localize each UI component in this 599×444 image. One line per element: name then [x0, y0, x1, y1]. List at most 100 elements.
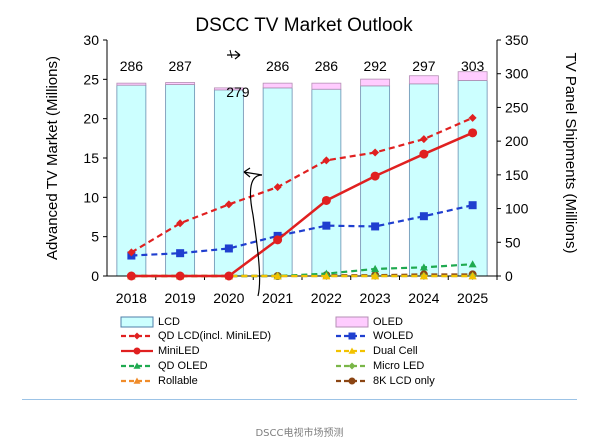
image-caption: DSCC电视市场预测 — [255, 428, 344, 439]
series-point-qd-lcd-incl-miniled — [127, 248, 136, 257]
y-axis-right-label: TV Panel Shipments (Millions) — [562, 53, 579, 254]
series-point-qd-lcd-incl-miniled — [176, 219, 185, 228]
bar-lcd — [165, 84, 196, 277]
x-tick-label: 2023 — [360, 290, 391, 306]
legend-marker — [133, 362, 141, 369]
legend-swatch — [336, 362, 368, 369]
legend-swatch — [335, 316, 369, 327]
legend-swatch — [121, 362, 153, 369]
legend-swatch — [336, 332, 368, 339]
series-point-qd-oled — [371, 264, 380, 273]
arrow-left-icon — [243, 167, 263, 178]
y-right-tick-label: 50 — [505, 234, 521, 250]
y-left-tick-label: 0 — [91, 268, 99, 284]
legend-item-miniled: MiniLED — [120, 343, 200, 358]
series-point-qd-lcd-incl-miniled — [419, 135, 428, 144]
legend-marker — [348, 332, 356, 339]
legend-label: Micro LED — [373, 359, 425, 372]
x-tick-label: 2020 — [213, 290, 244, 306]
y-right-tick-label: 150 — [505, 167, 529, 183]
bar-lcd — [116, 84, 147, 277]
series-point-woled — [468, 201, 477, 210]
legend-item-micro-led: Micro LED — [335, 358, 424, 373]
series-point-qd-lcd-incl-miniled — [322, 156, 331, 165]
arrow-right-icon — [227, 50, 241, 60]
bar-total-label: 286 — [266, 58, 290, 74]
x-tick-label: 2021 — [262, 290, 293, 306]
series-point-miniled — [273, 235, 283, 245]
legend-marker — [133, 347, 141, 354]
series-point-woled — [224, 244, 233, 253]
series-point-miniled — [468, 128, 478, 138]
legend-marker — [133, 377, 141, 384]
series-point-woled — [176, 249, 185, 258]
series-point-miniled — [126, 271, 136, 281]
legend-marker — [348, 362, 356, 369]
legend-label: QD LCD(incl. MiniLED) — [158, 329, 272, 342]
series-point-woled — [371, 222, 380, 231]
series-point-miniled — [175, 271, 185, 281]
y-left-tick-label: 5 — [91, 229, 99, 245]
series-point-miniled — [370, 171, 380, 181]
divider-line — [22, 399, 577, 400]
axis-annotation-arrows — [227, 49, 263, 297]
y-right-tick-label: 350 — [505, 32, 529, 48]
bar-oled — [262, 82, 293, 89]
y-right-tick-label: 100 — [505, 201, 529, 217]
bar-oled — [360, 78, 391, 87]
series-point-qd-lcd-incl-miniled — [371, 148, 380, 157]
legend-label: MiniLED — [158, 344, 200, 357]
legend-marker — [348, 377, 356, 384]
legend-item-oled: OLED — [335, 314, 403, 329]
legend-item-qd-lcd-incl-miniled: QD LCD(incl. MiniLED) — [120, 328, 271, 343]
legend-label: 8K LCD only — [373, 374, 435, 387]
series-point-woled — [322, 221, 331, 230]
legend-bar-swatch — [335, 316, 369, 327]
bar-total-label: 286 — [315, 58, 339, 74]
legend-swatch — [336, 377, 368, 384]
series-point-dual-cell — [322, 272, 331, 280]
x-tick-label: 2019 — [165, 290, 196, 306]
bar-total-label: 292 — [363, 58, 387, 74]
bar-oled — [165, 82, 196, 85]
bar-oled — [457, 71, 488, 81]
series-line-woled — [131, 204, 473, 257]
legend-item-8k-lcd-only: 8K LCD only — [335, 373, 435, 388]
legend-marker — [348, 347, 356, 354]
legend-item-woled: WOLED — [335, 328, 413, 343]
series-point-qd-oled — [419, 263, 428, 271]
chart: DSCC TV Market Outlook Advanced TV Market… — [44, 15, 579, 306]
series-point-dual-cell — [419, 272, 428, 280]
legend-label: LCD — [158, 315, 181, 328]
series-point-dual-cell — [468, 272, 477, 280]
legend-label: QD OLED — [158, 359, 208, 372]
y-right-tick-label: 300 — [505, 66, 529, 82]
y-axis-left-label: Advanced TV Market (Millions) — [44, 56, 61, 260]
series-point-miniled — [224, 271, 234, 281]
series-point-miniled — [321, 195, 331, 205]
series-line-miniled — [131, 131, 474, 278]
series-point-miniled — [419, 149, 429, 159]
series-point-qd-lcd-incl-miniled — [468, 113, 477, 122]
arrow-tail-icon — [229, 49, 233, 59]
x-tick-label: 2024 — [408, 290, 439, 306]
legend-item-qd-oled: QD OLED — [120, 358, 208, 373]
series-line-qd-lcd-incl-miniled — [130, 116, 474, 254]
legend-item-dual-cell: Dual Cell — [335, 343, 418, 358]
legend-bar-swatch — [120, 316, 154, 327]
y-left-tick-label: 10 — [83, 189, 99, 205]
x-tick-label: 2025 — [457, 290, 488, 306]
legend-swatch — [336, 347, 368, 354]
bar-total-label: 279 — [226, 84, 250, 100]
y-right-tick-label: 200 — [505, 133, 529, 149]
y-left-tick-label: 20 — [83, 111, 99, 127]
bar-oled — [213, 87, 244, 91]
legend-item-lcd: LCD — [120, 314, 180, 329]
series-point-dual-cell — [273, 272, 282, 280]
bar-oled — [311, 82, 342, 90]
series-point-woled — [419, 212, 428, 221]
legend-label: Rollable — [158, 374, 198, 387]
legend-swatch — [121, 347, 153, 354]
legend-swatch — [121, 332, 153, 339]
y-right-tick-label: 0 — [505, 268, 513, 284]
